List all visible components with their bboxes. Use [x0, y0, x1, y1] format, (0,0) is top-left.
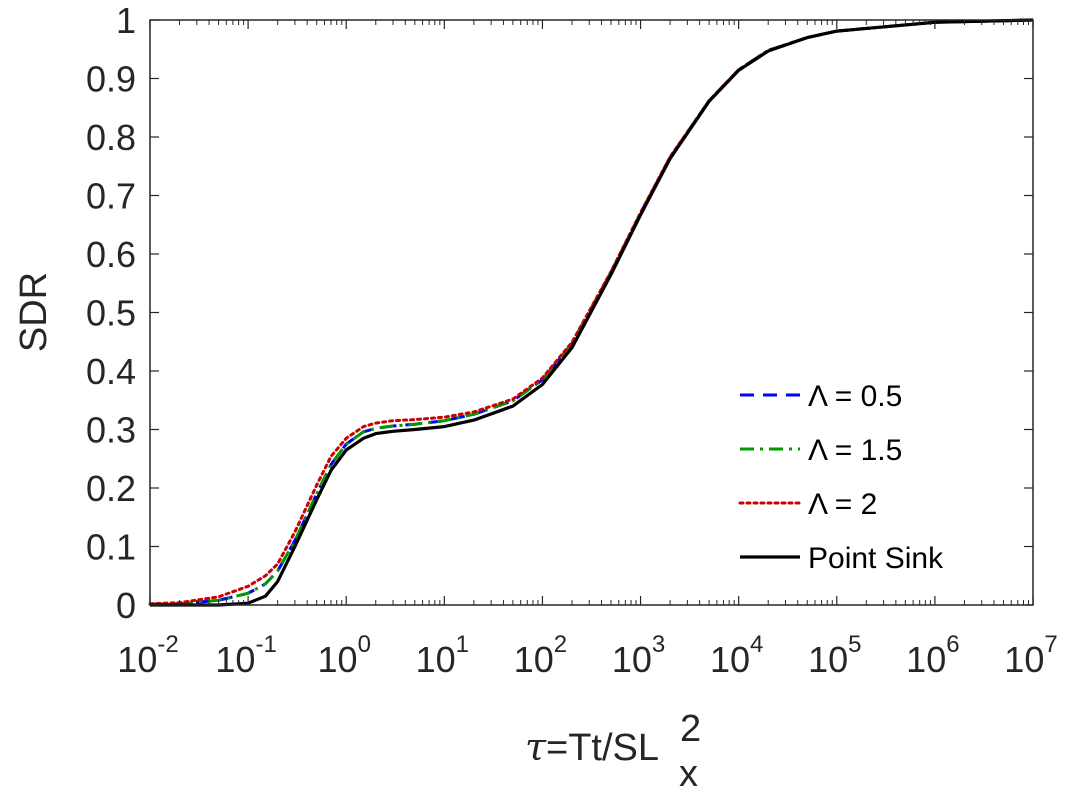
x-axis-title-sub: x [679, 753, 698, 794]
legend: Λ = 0.5 Λ = 1.5 Λ = 2 Point Sink [738, 380, 944, 575]
y-tick-label: 0.3 [86, 410, 136, 451]
x-tick-label: 105 [808, 631, 861, 680]
legend-label-3: Λ = 2 [808, 488, 877, 521]
x-axis-title: τ=Tt/SL [525, 725, 659, 769]
y-tick-label: 0.4 [86, 351, 136, 392]
x-axis-title-main: =Tt/SL [546, 727, 659, 769]
x-tick-label: 106 [906, 631, 959, 680]
x-tick-label: 100 [318, 631, 371, 680]
y-tick-label: 0.1 [86, 527, 136, 568]
y-tick-label: 0.9 [86, 59, 136, 100]
series-line-4 [150, 18, 1034, 607]
x-axis-title-sup: 2 [680, 708, 701, 750]
x-tick-label: 103 [612, 631, 665, 680]
legend-label-1: Λ = 0.5 [808, 380, 902, 413]
x-tick-label: 10-1 [215, 631, 276, 680]
x-tick-label: 104 [710, 631, 763, 680]
legend-label-4: Point Sink [808, 542, 944, 575]
x-tick-label: 107 [1004, 631, 1057, 680]
tick-label-group: 10-2 10-1 100 101 102 103 104 105 106 107 0 0.1 0.2 0… [86, 0, 1058, 680]
legend-label-2: Λ = 1.5 [808, 434, 902, 467]
series-group [148, 18, 1035, 607]
x-tick-label: 10-2 [117, 631, 178, 680]
tick-group [149, 19, 1034, 606]
y-tick-label: 0.6 [86, 234, 136, 275]
y-tick-label: 1 [116, 0, 136, 41]
y-tick-label: 0.7 [86, 176, 136, 217]
x-tick-label: 101 [416, 631, 469, 680]
x-tick-label: 102 [514, 631, 567, 680]
x-axis-title-tau: τ [525, 725, 547, 769]
y-tick-label: 0 [116, 585, 136, 626]
y-tick-label: 0.5 [86, 293, 136, 334]
y-tick-label: 0.8 [86, 117, 136, 158]
y-axis-title: SDR [13, 272, 55, 352]
y-tick-label: 0.2 [86, 468, 136, 509]
